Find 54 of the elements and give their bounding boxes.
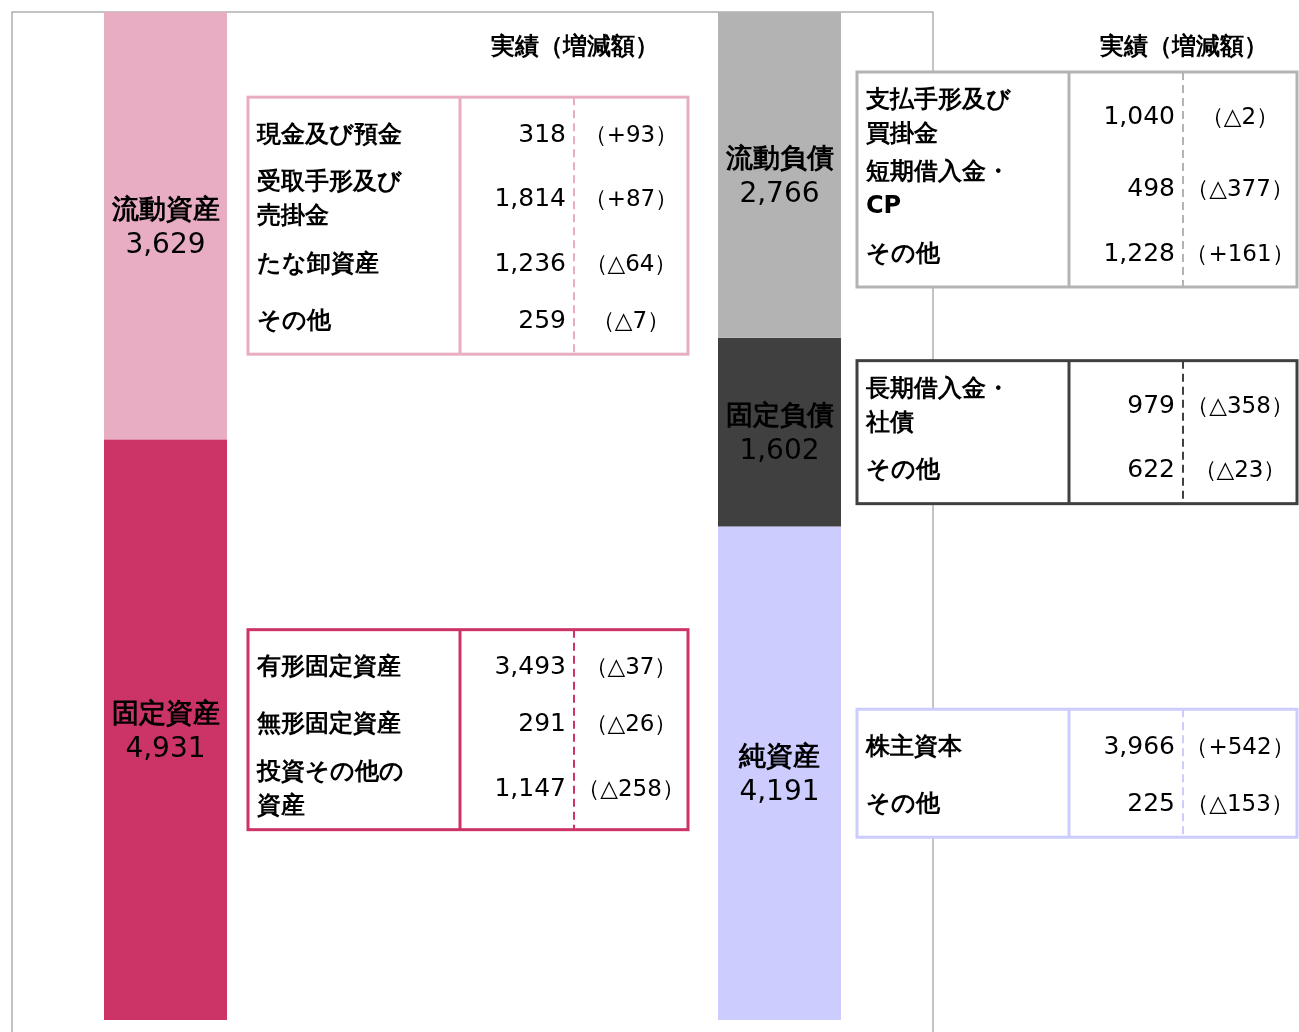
annotation: たな卸資産	[257, 248, 379, 277]
annotation: 現金及び預金	[256, 119, 402, 148]
text: （△153）	[1186, 789, 1294, 816]
data-label: 3,629	[125, 226, 206, 260]
annotation: 株主資本	[865, 731, 963, 760]
text: 979	[1127, 389, 1175, 419]
annotation: その他	[866, 455, 941, 484]
text: 1,228	[1103, 237, 1175, 267]
annotation: 259	[518, 304, 566, 334]
annotation: 投資その他の資産	[256, 756, 404, 819]
data-label: 1,602	[739, 433, 820, 467]
annotation: （△258）	[577, 774, 685, 801]
annotation: 1,236	[494, 247, 566, 277]
annotation: 291	[518, 708, 566, 738]
series-label: 流動資産	[110, 192, 220, 224]
annotation: （△37）	[584, 653, 678, 680]
text: （+542）	[1185, 732, 1295, 759]
series-label: 固定資産	[111, 696, 220, 728]
annotation: その他	[866, 788, 941, 817]
text: （+161）	[1185, 239, 1295, 266]
annotation: 無形固定資産	[256, 709, 401, 738]
series-label: 流動負債	[724, 141, 834, 173]
annotation: その他	[866, 238, 941, 267]
annotation: （△7）	[591, 306, 671, 333]
series-label: 固定負債	[725, 399, 834, 431]
text: 1,040	[1103, 101, 1175, 130]
text: 622	[1127, 454, 1175, 484]
annotation: 3,493	[494, 651, 566, 681]
annotation: 長期借入金・社債	[865, 373, 1010, 436]
annotation: 短期借入金・CP	[865, 157, 1010, 219]
annotation: 1,814	[494, 183, 566, 213]
text: 225	[1127, 787, 1175, 817]
text: 実績（増減額）	[1099, 32, 1268, 60]
annotation: （+87）	[583, 185, 679, 212]
data-label: 4,191	[739, 774, 820, 808]
text: （△377）	[1186, 175, 1294, 201]
text: 498	[1127, 173, 1175, 202]
series-label: 純資産	[738, 740, 820, 772]
annotation: 有形固定資産	[256, 652, 401, 681]
annotation: （△64）	[584, 249, 678, 276]
annotation: （△26）	[584, 710, 678, 737]
text: （△358）	[1186, 391, 1294, 418]
text: （△23）	[1193, 456, 1287, 483]
text: 3,966	[1103, 730, 1175, 760]
annotation: 支払手形及び買掛金	[865, 85, 1012, 147]
annotation: 受取手形及び売掛金	[257, 167, 403, 230]
annotation: （+93）	[583, 120, 679, 147]
annotation: その他	[257, 305, 332, 334]
annotation: 1,147	[494, 772, 566, 802]
data-label: 4,931	[125, 730, 206, 764]
data-label: 2,766	[739, 175, 820, 209]
annotation: 318	[518, 118, 566, 148]
annotation: 実績（増減額）	[490, 32, 659, 60]
text: （△2）	[1200, 103, 1280, 129]
